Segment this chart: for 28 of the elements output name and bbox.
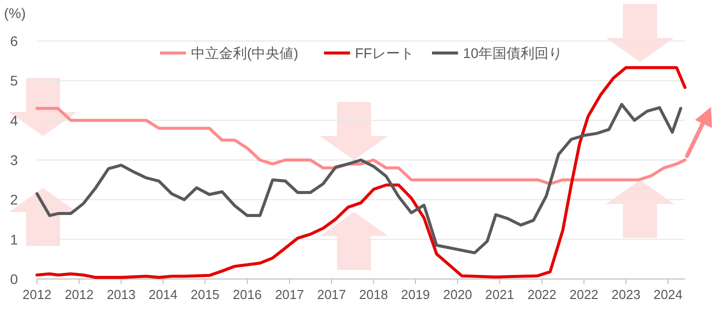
y-tick-label: 5 (10, 72, 18, 89)
x-tick-label: 2012 (22, 287, 52, 302)
x-tick-label: 2019 (401, 287, 430, 302)
x-tick-label: 2022 (527, 287, 556, 302)
y-axis-title: (%) (4, 5, 26, 21)
y-tick-label: 0 (10, 271, 18, 287)
x-tick-label: 2016 (232, 287, 262, 302)
y-tick-label: 4 (10, 112, 18, 128)
y-tick-label: 3 (10, 152, 18, 168)
legend-label: 10年国債利回り (463, 45, 563, 61)
x-tick-label: 2012 (64, 287, 94, 302)
x-tick-label: 2015 (190, 287, 220, 302)
line-series (36, 102, 682, 254)
x-tick-label: 2020 (443, 287, 472, 302)
legend-label: 中立金利(中央値) (191, 45, 298, 61)
x-tick-label: 2021 (485, 287, 514, 302)
x-tick-label: 2022 (569, 287, 598, 302)
legend-label: FFレート (355, 45, 414, 61)
x-tick-label: 2023 (612, 287, 640, 302)
x-tick-label: 2024 (654, 287, 682, 302)
y-tick-label: 2 (10, 192, 18, 208)
x-tick-label: 2017 (317, 287, 346, 302)
x-tick-label: 2018 (359, 287, 388, 302)
y-tick-label: 1 (10, 231, 18, 248)
x-tick-label: 2017 (275, 287, 304, 302)
y-tick-label: 6 (10, 33, 18, 49)
x-tick-label: 2014 (148, 287, 178, 302)
x-tick-label: 2013 (106, 287, 136, 302)
